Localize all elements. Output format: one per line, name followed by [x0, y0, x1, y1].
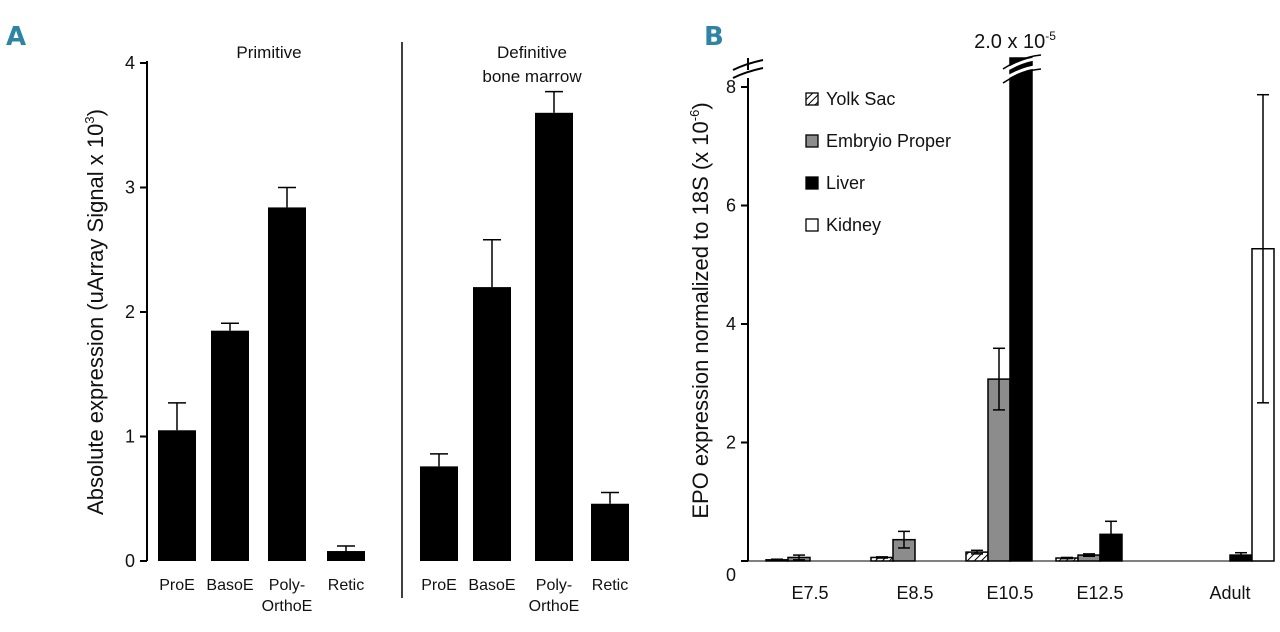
panel-a-y-axis-title: Absolute expression (uArray Signal x 103…	[82, 109, 108, 515]
panel-b-legend-label: Kidney	[826, 215, 881, 235]
panel-a-bar	[535, 112, 573, 562]
panel-b-category-label: Adult	[1209, 583, 1250, 603]
panel-a-bar	[420, 466, 458, 561]
panel-b-legend-swatch	[805, 92, 819, 106]
panel-a-category-label: Retic	[592, 577, 628, 594]
panel-a-category-label: Poly-	[269, 577, 305, 594]
panel-a-y-tick-label: 4	[125, 53, 135, 73]
panel-a-category-label: ProE	[421, 577, 457, 594]
panel-a-category-label: Poly-	[536, 577, 572, 594]
panel-b-legend-swatch	[805, 218, 819, 232]
panel-b-letter: B	[704, 22, 724, 52]
panel-b-bar	[1009, 57, 1033, 562]
panel-b-legend-label: Yolk Sac	[826, 89, 895, 109]
panel-a-y-tick-label: 0	[125, 551, 135, 571]
panel-a-category-label: ProE	[159, 577, 195, 594]
panel-b-legend-label: Embryio Proper	[826, 131, 951, 151]
panel-a-category-label: OrthoE	[262, 598, 313, 615]
panel-b-y-title-close: )	[688, 102, 713, 109]
panel-a-category-label: BasoE	[206, 577, 253, 594]
panel-b-y-title-main: EPO expression normalized to 18S (x 10	[688, 121, 713, 518]
panel-a-y-tick-label: 3	[125, 178, 135, 198]
panel-a-bar	[327, 551, 365, 561]
panel-b-legend-swatch	[805, 176, 819, 190]
panel-b-legend-label: Liver	[826, 173, 865, 193]
panel-b-y-axis-title: EPO expression normalized to 18S (x 10-6…	[687, 102, 713, 518]
panel-b-category-label: E10.5	[986, 583, 1033, 603]
panel-b-callout-main: 2.0 x 10	[974, 31, 1045, 53]
panel-b-y-tick-label: 4	[726, 314, 736, 334]
panel-b-bar-break-gap	[1002, 56, 1042, 82]
panel-a-bar	[473, 287, 511, 561]
panel-a-category-label: OrthoE	[529, 598, 580, 615]
panel-b-y-tick-label: 0	[726, 565, 736, 585]
panel-b-legend-swatch	[805, 134, 819, 148]
panel-a-y-tick-label: 1	[125, 427, 135, 447]
panel-a-category-label: Retic	[328, 577, 364, 594]
panel-a-y-tick-label: 2	[125, 302, 135, 322]
panel-b-y-tick-label: 8	[726, 77, 736, 97]
panel-a-y-title-exp: 3	[82, 116, 97, 123]
panel-a-category-label: BasoE	[468, 577, 515, 594]
panel-a-group-title: bone marrow	[482, 67, 582, 86]
panel-a-bar	[268, 207, 306, 562]
panel-b-y-tick-label: 2	[726, 433, 736, 453]
panel-a-bar	[591, 503, 629, 561]
panel-a-group-title: Definitive	[497, 43, 567, 62]
panel-a-bar	[211, 330, 249, 561]
panel-a-group-title: Primitive	[236, 43, 301, 62]
panel-a-y-title-main: Absolute expression (uArray Signal x 10	[83, 124, 108, 515]
panel-b-callout-exp: -5	[1045, 29, 1056, 43]
panel-a-letter: A	[6, 22, 26, 52]
panel-b-callout-label: 2.0 x 10-5	[974, 29, 1056, 53]
panel-a-bar	[158, 430, 196, 561]
panel-b-axis-break-mark	[732, 59, 764, 79]
panel-a-y-title-close: )	[83, 109, 108, 116]
panel-b-category-label: E8.5	[896, 583, 933, 603]
panel-b-y-tick-label: 6	[726, 196, 736, 216]
panel-b-bar-break-mark	[1002, 54, 1042, 84]
panel-b-category-label: E12.5	[1076, 583, 1123, 603]
panel-b-category-label: E7.5	[791, 583, 828, 603]
panel-b-y-title-exp: -6	[687, 110, 702, 122]
panel-a-chart: A 0 1 2 3 4 Absolute expression (uArray Signal…	[6, 22, 629, 615]
panel-b-chart: B 0 2 4 6 8 EPO expression normalized to 18S (…	[687, 22, 1275, 603]
